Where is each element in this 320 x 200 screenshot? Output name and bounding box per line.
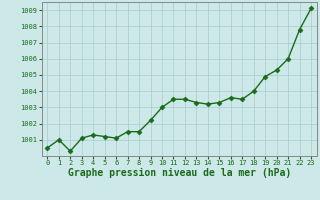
X-axis label: Graphe pression niveau de la mer (hPa): Graphe pression niveau de la mer (hPa) [68, 168, 291, 178]
